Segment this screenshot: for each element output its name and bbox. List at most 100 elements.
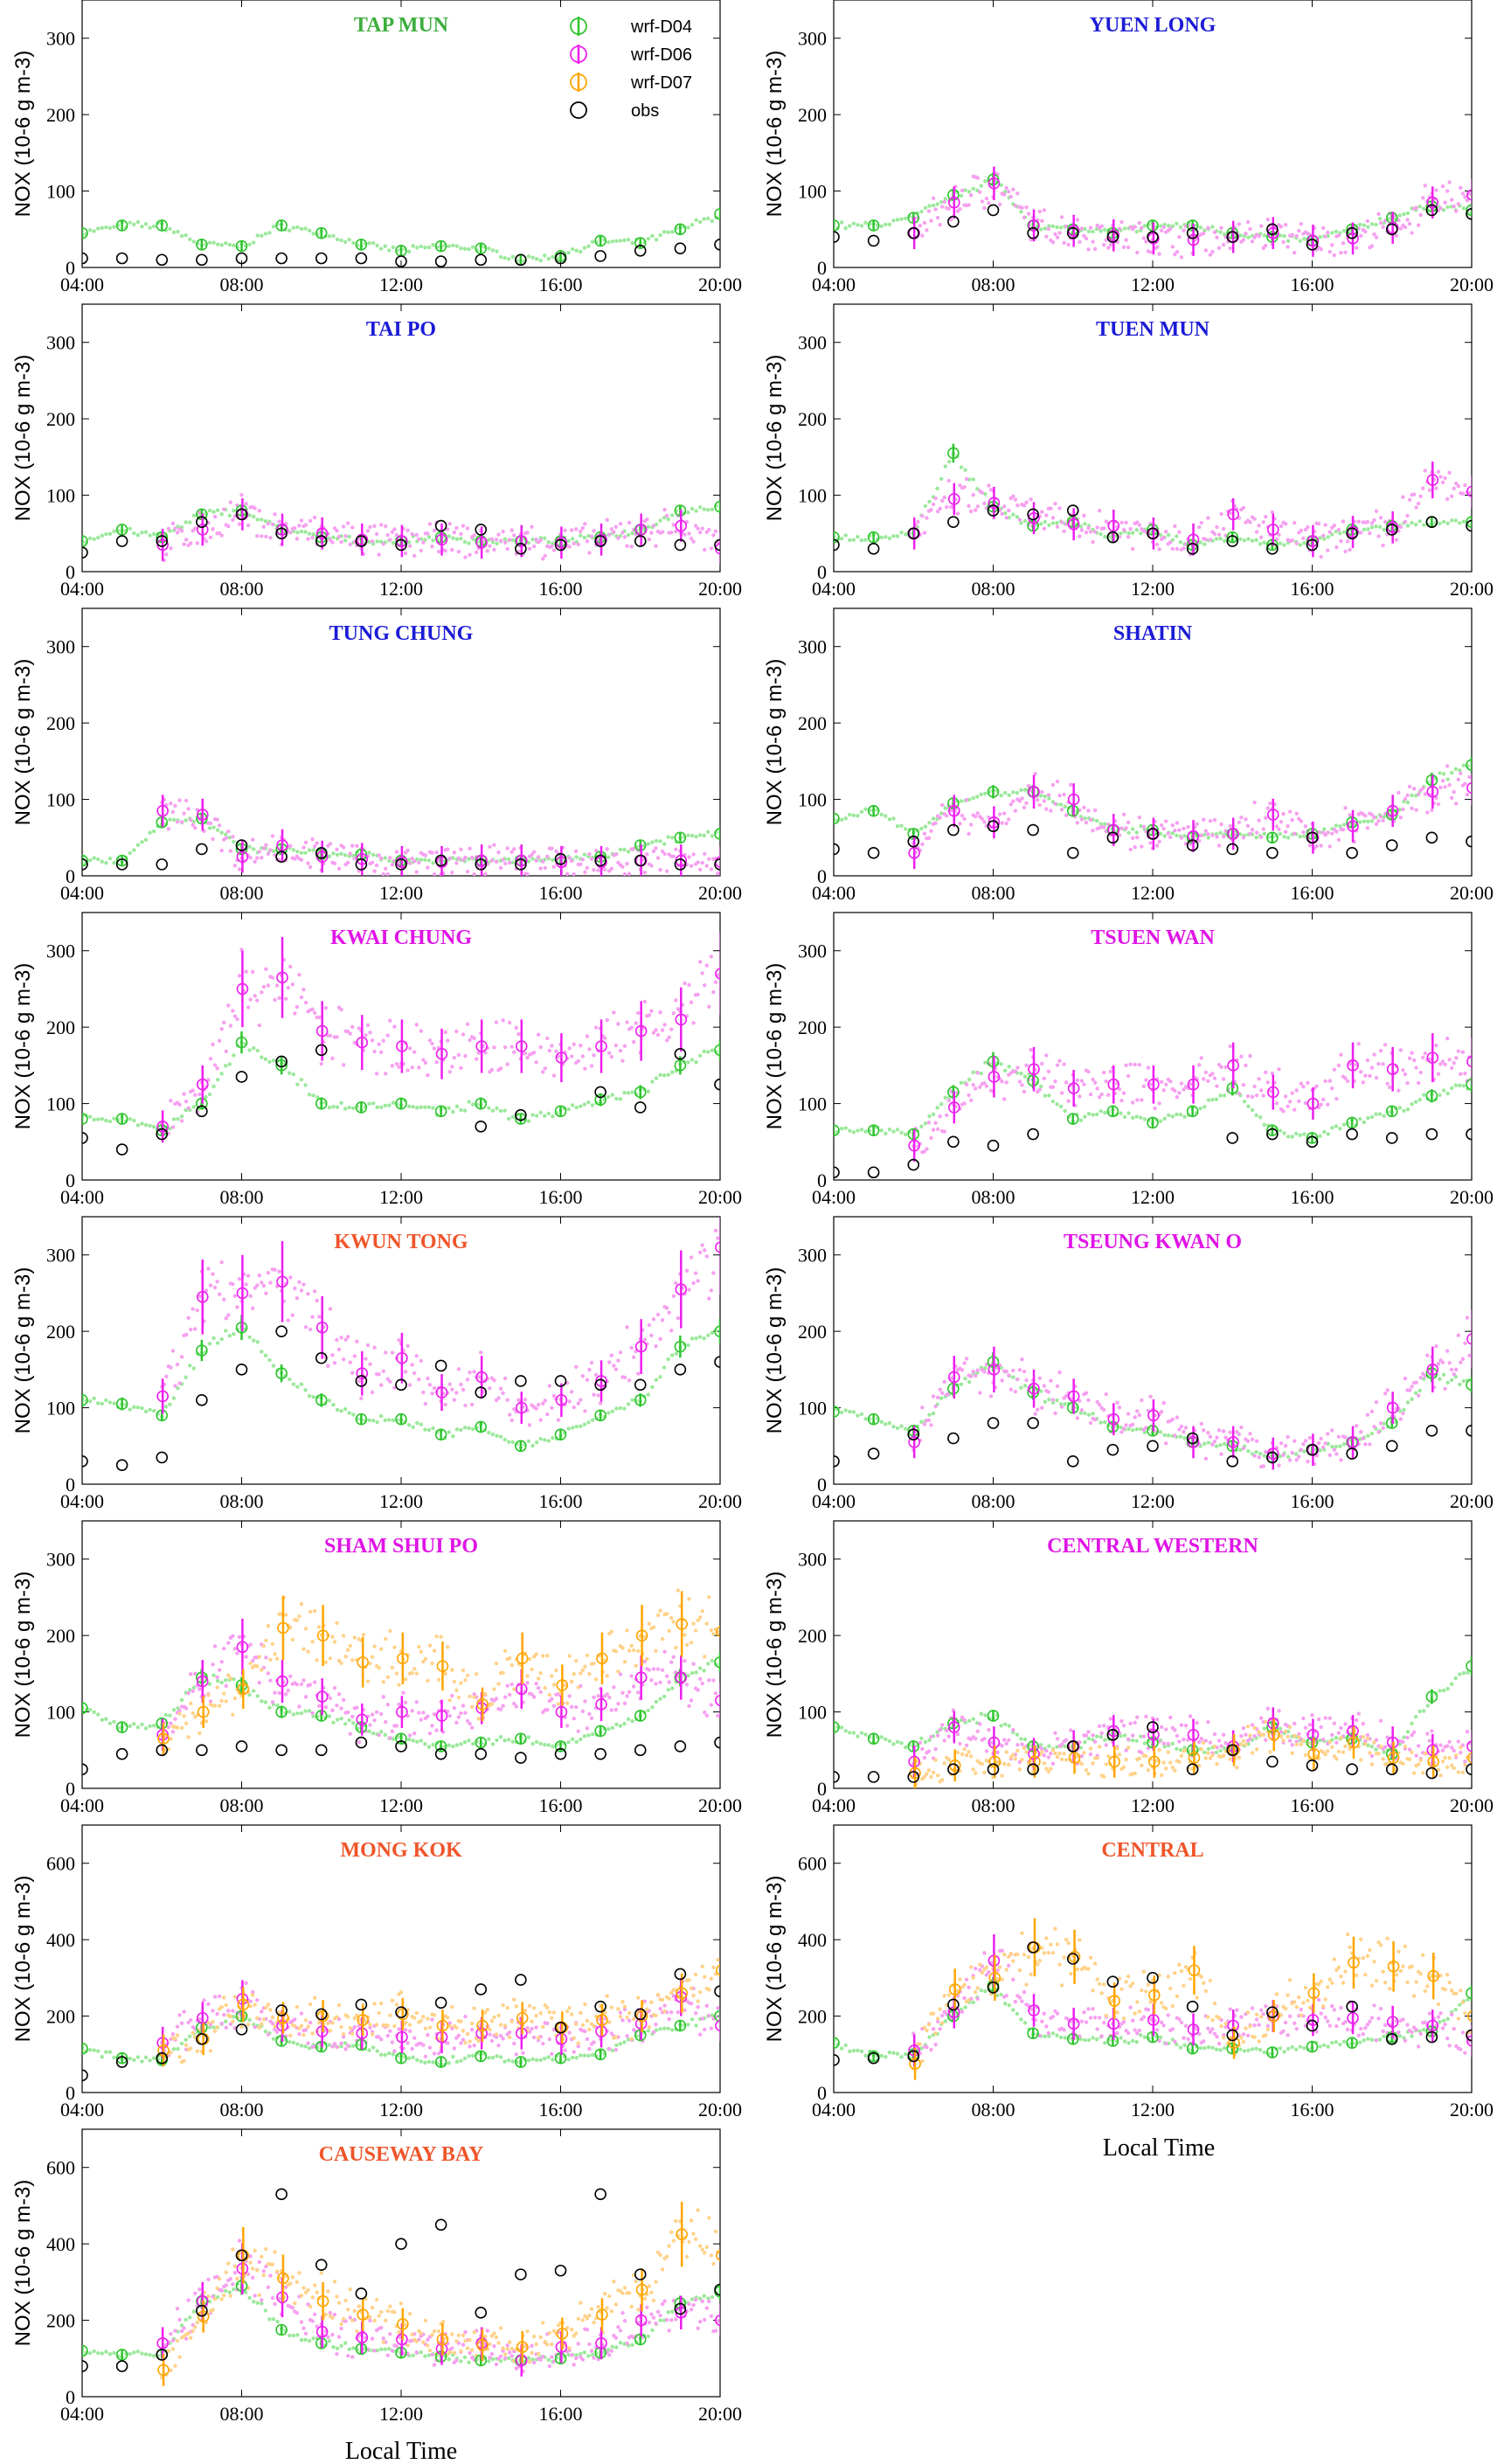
- subhourly-point-wrf-D06: [1182, 1087, 1186, 1092]
- subhourly-point-wrf-D06: [1221, 1429, 1226, 1433]
- subhourly-point-wrf-D04: [247, 844, 252, 850]
- subhourly-point-wrf-D04: [1330, 231, 1334, 235]
- subhourly-point-wrf-D06: [1401, 1068, 1405, 1072]
- subhourly-point-wrf-D04: [543, 253, 547, 258]
- subhourly-point-wrf-D06: [1414, 1065, 1418, 1070]
- data-point-obs: [867, 542, 880, 555]
- subhourly-point-wrf-D04: [1242, 1099, 1247, 1104]
- x-tick-label: 16:00: [1290, 578, 1334, 600]
- subhourly-point-wrf-D04: [1134, 527, 1139, 532]
- subhourly-point-wrf-D04: [311, 848, 315, 852]
- subhourly-point-wrf-D04: [383, 1103, 387, 1108]
- subhourly-point-wrf-D06: [974, 814, 978, 819]
- subhourly-point-wrf-D06: [231, 1009, 235, 1013]
- data-point-obs: [554, 1375, 567, 1387]
- subhourly-point-wrf-D06: [1179, 836, 1184, 840]
- data-point-wrf-D04: [1066, 1113, 1079, 1125]
- data-point-wrf-D06: [908, 846, 920, 859]
- subhourly-point-wrf-D06: [1259, 535, 1264, 539]
- subhourly-point-wrf-D04: [887, 222, 892, 227]
- subhourly-point-wrf-D04: [1119, 531, 1123, 536]
- subhourly-point-wrf-D06: [662, 851, 667, 857]
- subhourly-point-wrf-D06: [498, 538, 503, 543]
- subhourly-point-wrf-D04: [87, 1114, 93, 1119]
- subhourly-point-wrf-D06: [1059, 1091, 1064, 1095]
- subhourly-point-wrf-D04: [251, 1338, 256, 1343]
- subhourly-point-wrf-D06: [1452, 486, 1456, 491]
- subhourly-point-wrf-D06: [1403, 796, 1408, 802]
- subhourly-point-wrf-D04: [112, 225, 116, 229]
- subhourly-point-wrf-D06: [933, 1404, 938, 1409]
- subhourly-point-wrf-D06: [1206, 1079, 1210, 1083]
- subhourly-point-wrf-D04: [140, 1406, 144, 1411]
- data-point-obs: [674, 1047, 687, 1060]
- subhourly-point-wrf-D06: [1086, 1398, 1091, 1403]
- subhourly-point-wrf-D04: [1341, 228, 1347, 233]
- subhourly-point-wrf-D04: [654, 1076, 659, 1080]
- x-tick-label: 04:00: [812, 578, 856, 600]
- subhourly-point-wrf-D06: [253, 506, 257, 510]
- subhourly-point-wrf-D06: [1327, 844, 1332, 849]
- subhourly-point-wrf-D06: [489, 537, 495, 541]
- subhourly-point-wrf-D04: [367, 1418, 371, 1423]
- data-point-obs: [235, 839, 248, 851]
- subhourly-point-wrf-D06: [627, 871, 632, 876]
- subhourly-point-wrf-D06: [1097, 509, 1102, 513]
- subhourly-point-wrf-D06: [616, 536, 620, 540]
- subhourly-point-wrf-D06: [169, 802, 173, 806]
- subhourly-point-wrf-D06: [962, 1101, 967, 1106]
- subhourly-point-wrf-D04: [895, 1426, 900, 1431]
- subhourly-point-wrf-D06: [574, 849, 579, 854]
- subhourly-point-wrf-D04: [1170, 831, 1175, 836]
- subhourly-point-wrf-D06: [1157, 1101, 1161, 1106]
- subhourly-point-wrf-D06: [166, 827, 171, 831]
- subhourly-point-wrf-D04: [1222, 1441, 1227, 1447]
- subhourly-point-wrf-D06: [1055, 524, 1060, 529]
- data-point-obs: [947, 516, 960, 528]
- subhourly-point-wrf-D06: [530, 524, 534, 529]
- subhourly-point-wrf-D04: [426, 535, 432, 539]
- subhourly-point-wrf-D06: [971, 493, 975, 497]
- subhourly-point-wrf-D06: [1294, 811, 1299, 816]
- data-point-obs: [1226, 1132, 1239, 1144]
- subhourly-point-wrf-D06: [264, 534, 268, 539]
- subhourly-point-wrf-D06: [345, 521, 350, 525]
- subhourly-point-wrf-D06: [1372, 1425, 1376, 1429]
- subhourly-point-wrf-D04: [1019, 1071, 1023, 1076]
- subhourly-point-wrf-D06: [929, 1135, 933, 1141]
- subhourly-point-wrf-D04: [351, 1412, 356, 1417]
- subhourly-point-wrf-D06: [707, 1296, 711, 1301]
- y-tick-label: 200: [798, 712, 827, 734]
- subhourly-point-wrf-D04: [526, 540, 531, 545]
- subhourly-point-wrf-D04: [1318, 235, 1322, 239]
- subhourly-point-wrf-D06: [1279, 1441, 1284, 1446]
- x-tick-label: 20:00: [1450, 1186, 1494, 1208]
- subhourly-point-wrf-D04: [271, 224, 276, 229]
- subhourly-point-wrf-D04: [939, 1101, 944, 1107]
- subhourly-point-wrf-D06: [394, 850, 399, 854]
- subhourly-point-wrf-D06: [1257, 1077, 1261, 1081]
- subhourly-point-wrf-D04: [662, 230, 667, 234]
- subhourly-point-wrf-D04: [215, 508, 220, 512]
- subhourly-point-wrf-D06: [270, 834, 275, 838]
- subhourly-point-wrf-D06: [1416, 1393, 1421, 1398]
- data-point-wrf-D06: [1266, 809, 1279, 821]
- subhourly-point-wrf-D06: [978, 1391, 982, 1395]
- subhourly-point-wrf-D06: [509, 528, 514, 532]
- subhourly-point-wrf-D06: [1102, 242, 1106, 247]
- subhourly-point-wrf-D04: [923, 824, 928, 829]
- subhourly-point-wrf-D04: [1099, 531, 1103, 537]
- subhourly-point-wrf-D04: [1366, 1115, 1370, 1121]
- subhourly-point-wrf-D06: [987, 201, 991, 205]
- data-point-wrf-D06: [1187, 233, 1200, 246]
- data-point-obs: [82, 1132, 88, 1144]
- subhourly-point-wrf-D06: [1212, 1440, 1217, 1444]
- subhourly-point-wrf-D06: [330, 1353, 335, 1357]
- subhourly-point-wrf-D06: [541, 859, 545, 864]
- subhourly-point-wrf-D06: [374, 863, 379, 868]
- subhourly-point-wrf-D04: [506, 857, 511, 862]
- subhourly-point-wrf-D04: [1445, 777, 1450, 781]
- subhourly-point-wrf-D04: [863, 1129, 868, 1134]
- subhourly-point-wrf-D06: [700, 1243, 704, 1247]
- subhourly-point-wrf-D04: [848, 538, 852, 543]
